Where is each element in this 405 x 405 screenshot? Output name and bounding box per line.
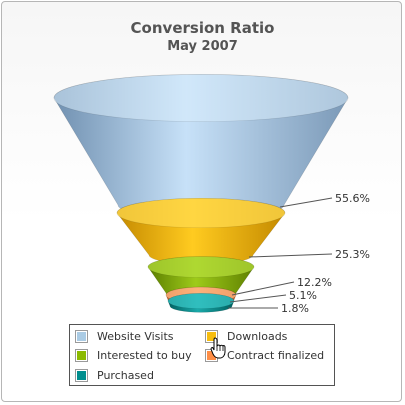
- hand-pointer-icon: [210, 337, 226, 359]
- funnel-segment-top-downloads: [116, 197, 286, 229]
- data-label-website-visits: 55.6%: [335, 192, 370, 205]
- legend-swatch: [76, 349, 87, 361]
- legend-label: Purchased: [97, 368, 154, 382]
- legend-label: Interested to buy: [97, 348, 192, 362]
- funnel-segment-top-purchased: [167, 293, 235, 309]
- funnel-segment-top-website-visits: [53, 74, 349, 122]
- funnel-segment-top-interested-to-buy: [147, 256, 255, 278]
- chart-subtitle: May 2007: [167, 39, 238, 54]
- legend-label: Contract finalized: [227, 348, 325, 362]
- data-label-interested-to-buy: 12.2%: [297, 276, 332, 289]
- legend-item-website-visits[interactable]: Website Visits: [76, 328, 174, 344]
- leader-line-interested-to-buy: [231, 281, 295, 296]
- leader-line-website-visits: [279, 197, 333, 208]
- legend-label: Website Visits: [97, 329, 174, 343]
- data-label-downloads: 25.3%: [335, 248, 370, 261]
- legend-swatch: [206, 330, 217, 342]
- legend-swatch: [76, 330, 87, 342]
- legend-swatch: [76, 369, 87, 381]
- chart-title: Conversion Ratio: [130, 19, 275, 37]
- legend-item-interested-to-buy[interactable]: Interested to buy: [76, 347, 192, 363]
- leader-line-downloads: [248, 253, 333, 258]
- leader-line-contract-finalized: [229, 294, 287, 303]
- data-label-purchased: 1.8%: [281, 302, 309, 315]
- legend-item-purchased[interactable]: Purchased: [76, 367, 154, 383]
- chart-legend: Website Visits Downloads Interested to buy…: [69, 324, 335, 386]
- legend-item-downloads[interactable]: Downloads: [206, 328, 287, 344]
- legend-label: Downloads: [227, 329, 288, 343]
- data-label-contract-finalized: 5.1%: [289, 289, 317, 302]
